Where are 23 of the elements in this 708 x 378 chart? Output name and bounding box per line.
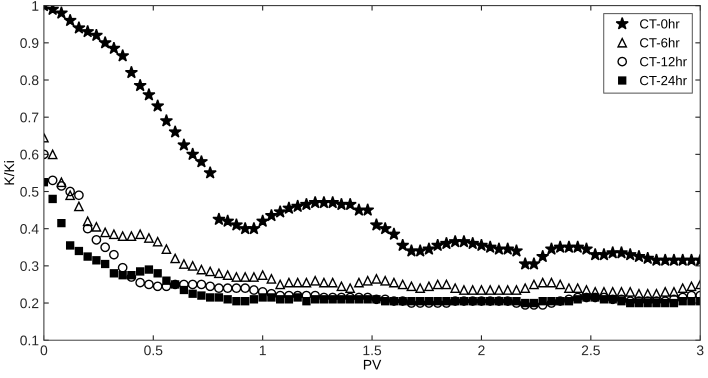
x-axis-title: PV [364, 360, 382, 370]
y-axis-title: K/Ki [4, 161, 14, 185]
x-tick-label: 0 [40, 345, 48, 356]
x-tick-label: 3 [696, 345, 704, 356]
y-tick-label: 1 [32, 1, 38, 11]
y-tick-label: 0.3 [20, 261, 38, 272]
y-tick-label: 0.4 [20, 224, 39, 234]
x-tick-label: 2 [478, 345, 485, 356]
x-tick-label: 2.5 [582, 345, 600, 356]
legend-label: CT-0hr [640, 18, 680, 29]
y-tick-label: 0.2 [20, 298, 38, 308]
y-tick-label: 0.5 [20, 186, 38, 197]
legend-label: CT-12hr [640, 56, 687, 66]
x-tick-label: 1 [260, 346, 266, 356]
y-tick-label: 0.8 [20, 75, 38, 86]
y-tick-label: 0.7 [20, 112, 38, 122]
x-tick-label: 0.5 [144, 345, 162, 356]
y-tick-label: 0.1 [20, 336, 38, 346]
y-tick-label: 0.6 [20, 150, 38, 160]
legend-label: CT-24hr [640, 76, 687, 86]
legend-label: CT-6hr [640, 38, 680, 48]
x-tick-label: 1.5 [363, 346, 382, 356]
y-tick-label: 0.9 [20, 38, 38, 48]
